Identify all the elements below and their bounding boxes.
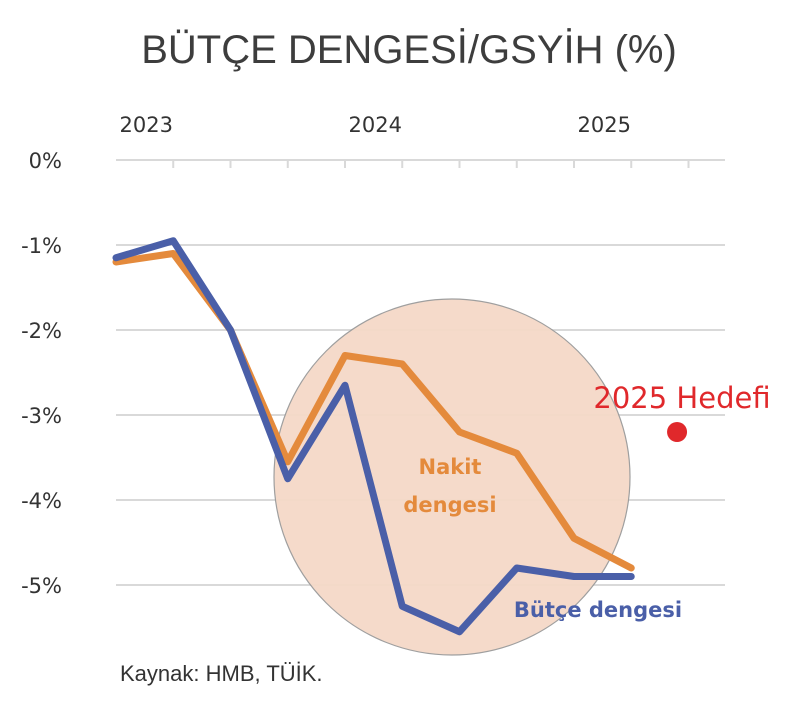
y-tick-label: -3% <box>21 404 62 428</box>
highlight-circle <box>273 298 631 656</box>
y-axis-tick-labels: 0% -1% -2% -3% -4% -5% <box>21 149 62 598</box>
series-label-nakit-line2: dengesi <box>403 493 496 517</box>
series-line-butce <box>112 237 635 636</box>
x-tick-label: 2024 <box>349 113 402 137</box>
chart-title: BÜTÇE DENGESİ/GSYİH (%) <box>141 27 677 72</box>
series-group <box>112 237 635 636</box>
y-tick-label: -4% <box>21 489 62 513</box>
target-label: 2025 Hedefi <box>593 381 770 415</box>
y-tick-label: -2% <box>21 319 62 343</box>
y-tick-label: -1% <box>21 234 62 258</box>
series-label-nakit-line1: Nakit <box>419 455 482 479</box>
x-axis-ticks: 2023 2024 2025 <box>120 113 631 137</box>
source-note: Kaynak: HMB, TÜİK. <box>120 661 323 686</box>
x-tick-label: 2023 <box>120 113 173 137</box>
target-point <box>667 422 688 442</box>
x-tick-label: 2025 <box>578 113 631 137</box>
series-label-butce: Bütçe dengesi <box>514 598 682 622</box>
y-tick-label: 0% <box>29 149 62 173</box>
y-tick-label: -5% <box>21 574 62 598</box>
